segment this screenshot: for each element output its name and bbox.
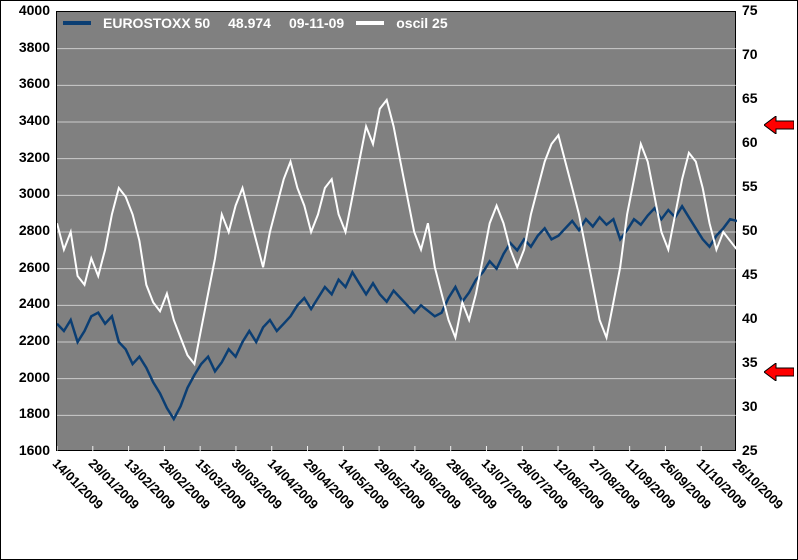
right-tick-label: 25 bbox=[742, 442, 758, 458]
right-tick-label: 40 bbox=[742, 310, 758, 326]
legend-swatch-primary bbox=[63, 21, 91, 25]
legend-label-oscillator: oscil 25 bbox=[390, 15, 453, 31]
legend-strip: EUROSTOXX 50 48.974 09-11-09 oscil 25 bbox=[57, 12, 735, 34]
left-tick-label: 3800 bbox=[19, 39, 50, 55]
left-tick-label: 4000 bbox=[19, 2, 50, 18]
left-tick-label: 1600 bbox=[19, 442, 50, 458]
legend-value: 48.974 bbox=[222, 15, 277, 31]
left-tick-label: 2600 bbox=[19, 259, 50, 275]
left-tick-label: 2000 bbox=[19, 369, 50, 385]
left-tick-label: 3000 bbox=[19, 185, 50, 201]
left-tick-label: 3200 bbox=[19, 149, 50, 165]
left-tick-label: 3600 bbox=[19, 75, 50, 91]
marker-arrow-icon bbox=[764, 363, 790, 381]
chart-frame: EUROSTOXX 50 48.974 09-11-09 oscil 25 16… bbox=[0, 0, 798, 560]
left-tick-label: 2200 bbox=[19, 332, 50, 348]
marker-arrow-icon bbox=[764, 116, 790, 134]
right-tick-label: 60 bbox=[742, 134, 758, 150]
right-tick-label: 65 bbox=[742, 90, 758, 106]
right-tick-label: 35 bbox=[742, 354, 758, 370]
plot-area: EUROSTOXX 50 48.974 09-11-09 oscil 25 bbox=[56, 11, 736, 451]
legend-date: 09-11-09 bbox=[283, 15, 350, 31]
series-primary-line bbox=[57, 206, 737, 419]
right-tick-label: 45 bbox=[742, 266, 758, 282]
legend-label-primary: EUROSTOXX 50 bbox=[97, 15, 216, 31]
right-tick-label: 55 bbox=[742, 178, 758, 194]
right-tick-label: 75 bbox=[742, 2, 758, 18]
right-tick-label: 50 bbox=[742, 222, 758, 238]
left-tick-label: 2400 bbox=[19, 295, 50, 311]
left-tick-label: 1800 bbox=[19, 405, 50, 421]
left-tick-label: 2800 bbox=[19, 222, 50, 238]
right-tick-label: 30 bbox=[742, 398, 758, 414]
left-tick-label: 3400 bbox=[19, 112, 50, 128]
legend-swatch-oscillator bbox=[356, 21, 384, 25]
right-tick-label: 70 bbox=[742, 46, 758, 62]
plot-svg bbox=[57, 12, 737, 452]
